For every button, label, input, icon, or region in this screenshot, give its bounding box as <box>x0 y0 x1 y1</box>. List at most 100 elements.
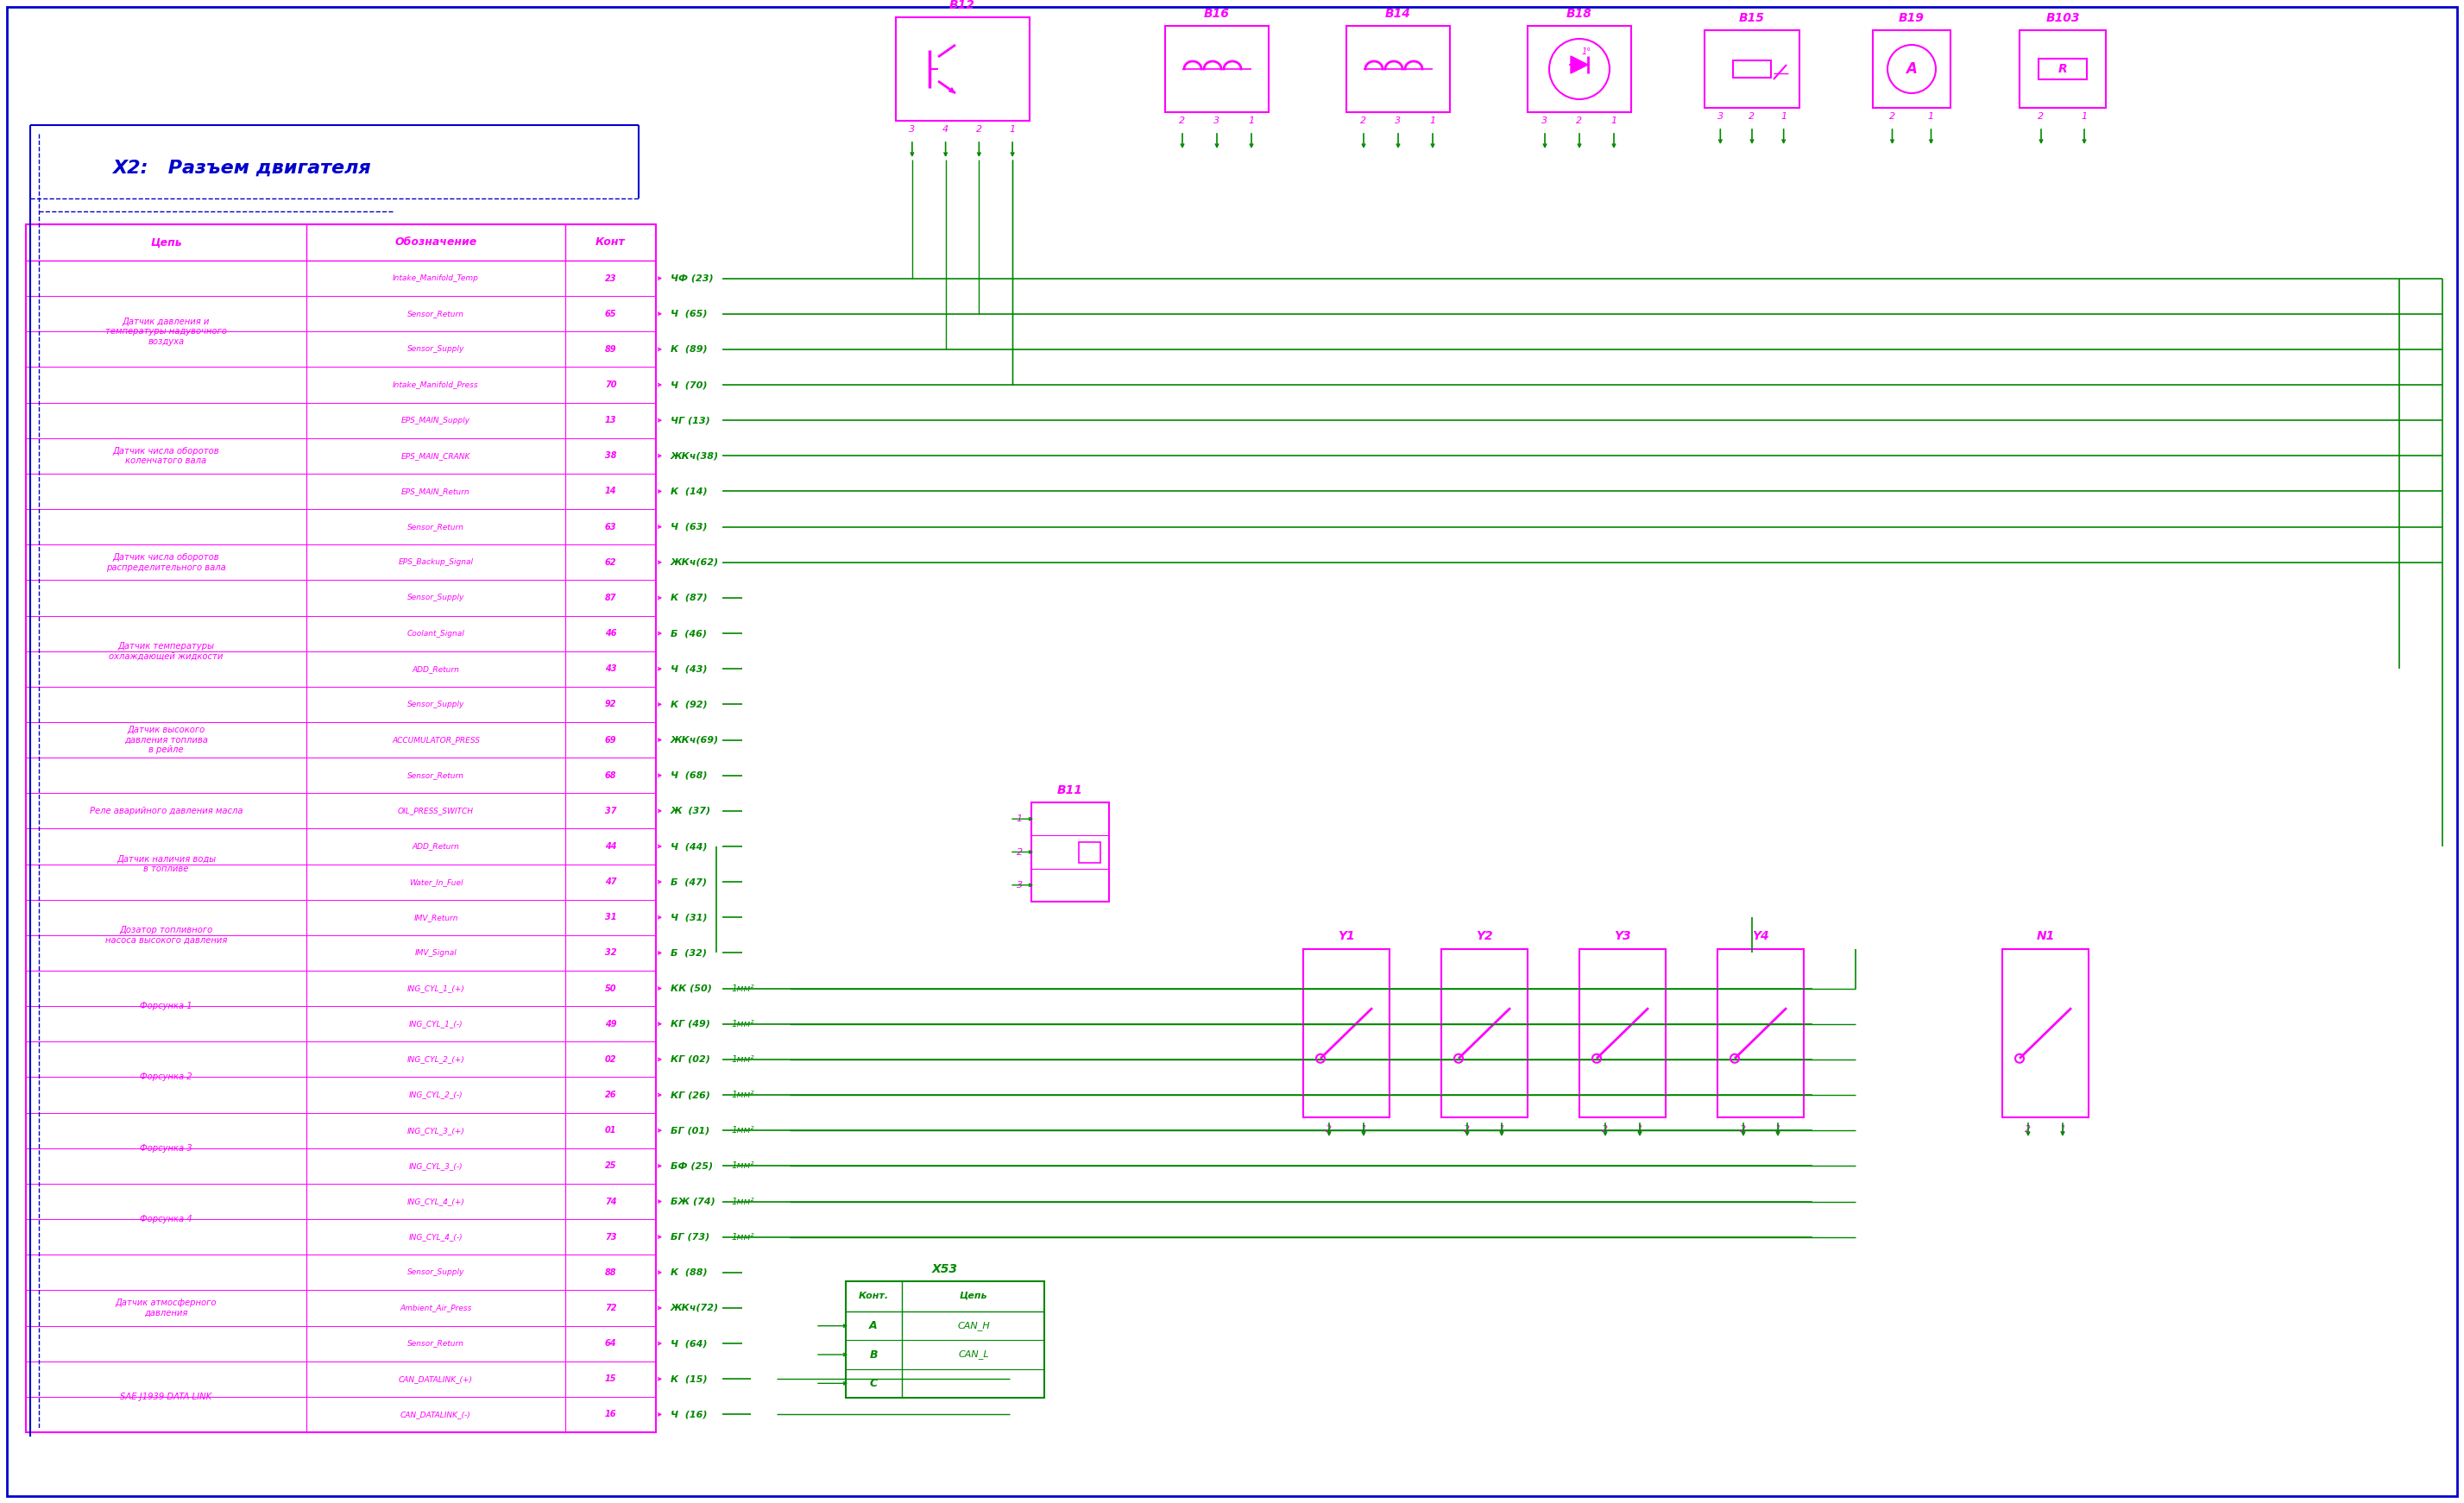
Text: Датчик числа оборотов
коленчатого вала: Датчик числа оборотов коленчатого вала <box>113 446 219 464</box>
Text: 2: 2 <box>1890 113 1895 120</box>
Text: B: B <box>870 1350 877 1360</box>
Text: К  (15): К (15) <box>670 1375 707 1383</box>
Text: Конт: Конт <box>596 237 626 248</box>
Text: 2: 2 <box>2038 113 2045 120</box>
Text: БФ (25): БФ (25) <box>670 1162 712 1171</box>
Text: 15: 15 <box>604 1375 616 1383</box>
Text: Б  (32): Б (32) <box>670 948 707 957</box>
Text: Б  (47): Б (47) <box>670 878 707 887</box>
Text: 1: 1 <box>2060 1126 2065 1133</box>
Text: 1: 1 <box>1018 815 1023 824</box>
Text: Sensor_Return: Sensor_Return <box>407 523 463 531</box>
Text: Ч  (68): Ч (68) <box>670 771 707 780</box>
Bar <box>1079 842 1101 863</box>
Text: 1°: 1° <box>1582 48 1592 56</box>
Text: Ч  (64): Ч (64) <box>670 1339 707 1348</box>
Text: CAN_L: CAN_L <box>958 1350 988 1359</box>
Text: EPS_MAIN_CRANK: EPS_MAIN_CRANK <box>402 452 471 460</box>
Bar <box>1303 948 1390 1117</box>
Text: 3: 3 <box>1542 116 1547 125</box>
Text: 1: 1 <box>1927 113 1934 120</box>
Text: ЧФ (23): ЧФ (23) <box>670 274 715 283</box>
Text: КГ (49): КГ (49) <box>670 1019 710 1028</box>
Text: ING_CYL_4_(-): ING_CYL_4_(-) <box>409 1232 463 1241</box>
Text: Цепь: Цепь <box>150 237 182 248</box>
Text: X2:   Разъем двигателя: X2: Разъем двигателя <box>113 159 370 177</box>
Text: К  (88): К (88) <box>670 1269 707 1276</box>
Text: Sensor_Supply: Sensor_Supply <box>407 1269 466 1276</box>
Text: Ж  (37): Ж (37) <box>670 807 712 815</box>
Bar <box>1528 26 1631 113</box>
Text: БГ (73): БГ (73) <box>670 1232 710 1241</box>
Text: ING_CYL_2_(+): ING_CYL_2_(+) <box>407 1055 466 1063</box>
Text: 1: 1 <box>1360 1126 1368 1133</box>
Text: БЖ (74): БЖ (74) <box>670 1198 715 1205</box>
Text: Y3: Y3 <box>1614 930 1631 942</box>
Text: Ч  (43): Ч (43) <box>670 664 707 673</box>
Text: 68: 68 <box>604 771 616 780</box>
Text: 2: 2 <box>1326 1126 1333 1133</box>
Text: Дозатор топливного
насоса высокого давления: Дозатор топливного насоса высокого давле… <box>106 926 227 944</box>
Text: Sensor_Return: Sensor_Return <box>407 310 463 317</box>
Text: Sensor_Supply: Sensor_Supply <box>407 346 466 353</box>
Text: 2: 2 <box>2025 1126 2030 1133</box>
Text: КГ (02): КГ (02) <box>670 1055 710 1064</box>
Bar <box>2020 30 2107 108</box>
Text: Ambient_Air_Press: Ambient_Air_Press <box>399 1305 471 1312</box>
Bar <box>1732 60 1772 78</box>
Text: К  (14): К (14) <box>670 487 707 496</box>
Text: 43: 43 <box>604 664 616 673</box>
Text: B12: B12 <box>949 0 976 11</box>
Text: КГ (26): КГ (26) <box>670 1091 710 1099</box>
Text: 1мм²: 1мм² <box>732 1055 754 1064</box>
Text: 2: 2 <box>976 125 983 134</box>
Text: Форсунка 2: Форсунка 2 <box>140 1073 192 1082</box>
Text: 1: 1 <box>1781 113 1786 120</box>
Text: ACCUMULATOR_PRESS: ACCUMULATOR_PRESS <box>392 736 480 744</box>
Text: 3: 3 <box>909 125 914 134</box>
Text: Б  (46): Б (46) <box>670 630 707 637</box>
Text: 1мм²: 1мм² <box>732 1232 754 1241</box>
Text: 63: 63 <box>604 523 616 531</box>
Text: КК (50): КК (50) <box>670 984 712 993</box>
Bar <box>27 224 655 1432</box>
Text: Ч  (44): Ч (44) <box>670 842 707 851</box>
Text: 2: 2 <box>1740 1126 1747 1133</box>
Text: 13: 13 <box>604 416 616 425</box>
Text: B19: B19 <box>1900 12 1924 24</box>
Text: OIL_PRESS_SWITCH: OIL_PRESS_SWITCH <box>397 807 473 815</box>
Text: 44: 44 <box>604 842 616 851</box>
Text: 14: 14 <box>604 487 616 496</box>
Bar <box>1165 26 1269 113</box>
Text: R: R <box>2057 63 2067 75</box>
Bar <box>2003 948 2089 1117</box>
Text: 32: 32 <box>604 948 616 957</box>
Text: ЖКч(72): ЖКч(72) <box>670 1303 719 1312</box>
Text: 2: 2 <box>1018 848 1023 857</box>
Text: B18: B18 <box>1567 8 1592 20</box>
Text: ING_CYL_4_(+): ING_CYL_4_(+) <box>407 1198 466 1205</box>
Text: 50: 50 <box>604 984 616 993</box>
Text: B103: B103 <box>2045 12 2080 24</box>
Text: 69: 69 <box>604 735 616 744</box>
Text: EPS_MAIN_Return: EPS_MAIN_Return <box>402 487 471 494</box>
Text: 3: 3 <box>1215 116 1220 125</box>
Bar <box>894 17 1030 120</box>
Text: 1: 1 <box>1010 125 1015 134</box>
Text: 1: 1 <box>1429 116 1437 125</box>
Text: ЖКч(38): ЖКч(38) <box>670 451 719 460</box>
Text: 70: 70 <box>604 380 616 389</box>
Text: 01: 01 <box>604 1126 616 1135</box>
Text: 3: 3 <box>1717 113 1722 120</box>
Bar <box>2038 59 2087 80</box>
Text: 64: 64 <box>604 1339 616 1348</box>
Text: 1мм²: 1мм² <box>732 1091 754 1099</box>
Bar <box>1705 30 1799 108</box>
Text: 23: 23 <box>604 274 616 283</box>
Text: 1: 1 <box>1498 1126 1506 1133</box>
Text: Y4: Y4 <box>1752 930 1769 942</box>
Text: 3: 3 <box>1395 116 1402 125</box>
Text: Sensor_Supply: Sensor_Supply <box>407 700 466 708</box>
Text: 38: 38 <box>604 451 616 460</box>
Text: Sensor_Return: Sensor_Return <box>407 771 463 779</box>
